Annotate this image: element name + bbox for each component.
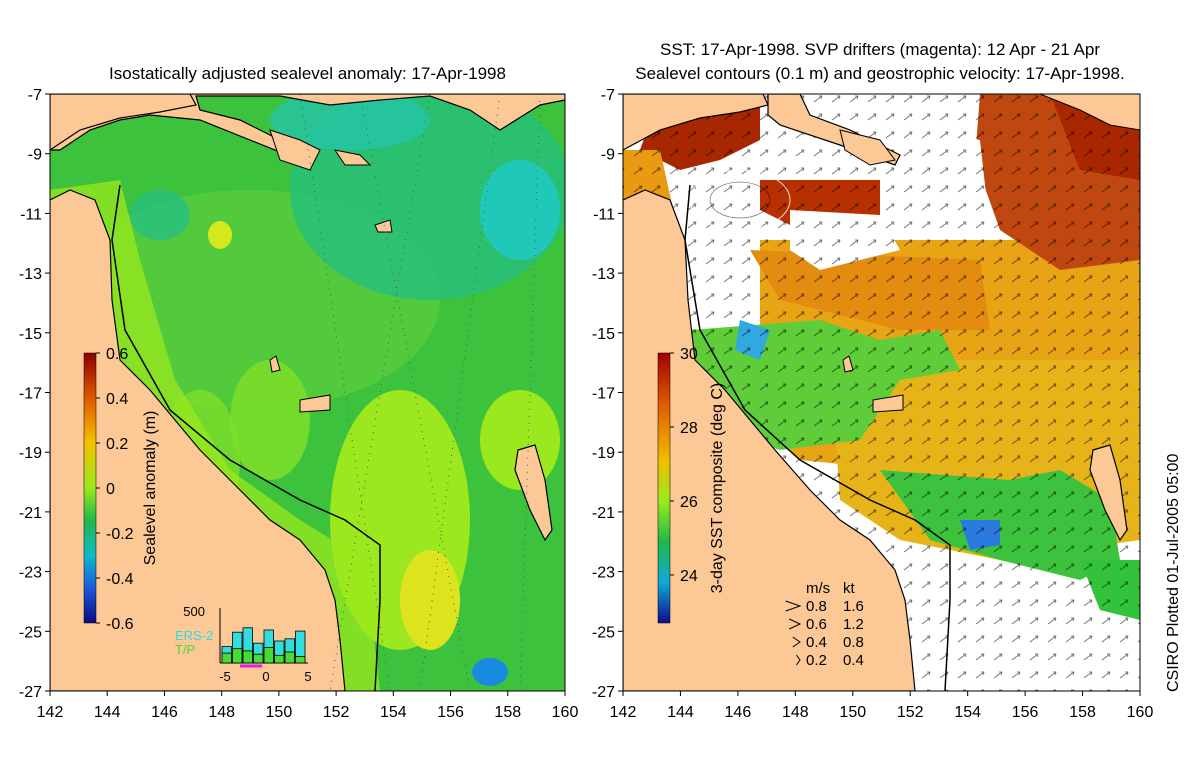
right-lat-tick-label: -11 bbox=[593, 206, 615, 223]
left-lat-tick-label: -19 bbox=[19, 445, 42, 462]
velocity-legend-arrow bbox=[785, 600, 802, 612]
histogram-ymax-label: 500 bbox=[183, 604, 205, 619]
velocity-legend-ms: 0.6 bbox=[806, 616, 827, 633]
right-colorbar-tick: 28 bbox=[680, 420, 698, 437]
left-lon-tick-label: 160 bbox=[552, 704, 579, 721]
right-lon-tick-label: 160 bbox=[1127, 704, 1154, 721]
left-lat-tick-label: -13 bbox=[19, 266, 42, 283]
left-map-panel: 0.6 0.4 0.2 0 -0.2 -0.4 -0.6 Sealevel anomaly … bbox=[19, 87, 579, 721]
velocity-legend-kt: 0.4 bbox=[843, 652, 864, 669]
right-lon-tick-label: 142 bbox=[610, 704, 637, 721]
right-map-panel: 30 28 26 24 3-day SST composite (deg C) m/s… bbox=[592, 87, 1154, 721]
left-lon-tick-label: 142 bbox=[37, 704, 64, 721]
right-lat-tick-label: -25 bbox=[592, 624, 615, 641]
histogram-bar-tp bbox=[253, 653, 264, 664]
right-lon-tick-label: 144 bbox=[667, 704, 694, 721]
right-colorbar-label: 3-day SST composite (deg C) bbox=[709, 383, 726, 593]
velocity-legend-ms: 0.4 bbox=[806, 634, 827, 651]
velocity-legend-arrow bbox=[795, 654, 801, 666]
right-lat-tick-label: -7 bbox=[601, 87, 615, 104]
left-colorbar-tick: 0.6 bbox=[106, 346, 128, 363]
left-lon-tick-label: 148 bbox=[208, 704, 235, 721]
velocity-legend-header-ms: m/s bbox=[806, 580, 830, 597]
histogram-bar-tp bbox=[221, 652, 232, 664]
left-lat-tick-label: -7 bbox=[28, 87, 42, 104]
left-colorbar-tick: 0 bbox=[106, 481, 115, 498]
velocity-legend-kt: 1.2 bbox=[843, 616, 864, 633]
histogram-bar-tp bbox=[284, 651, 295, 664]
histogram-x-tick: 5 bbox=[304, 669, 311, 684]
left-lat-tick-label: -11 bbox=[20, 206, 42, 223]
histogram-bar-tp bbox=[274, 654, 285, 664]
histogram-x-tick: 0 bbox=[262, 669, 269, 684]
left-lat-tick-label: -17 bbox=[19, 386, 42, 403]
histogram-x-tick: -5 bbox=[219, 669, 231, 684]
histogram-bar-tp bbox=[295, 656, 306, 664]
right-lon-tick-label: 148 bbox=[782, 704, 809, 721]
velocity-legend-arrow bbox=[788, 618, 802, 630]
left-lon-tick-label: 150 bbox=[266, 704, 293, 721]
right-lat-tick-label: -23 bbox=[592, 565, 615, 582]
right-colorbar bbox=[657, 352, 671, 624]
left-lat-tick-label: -23 bbox=[19, 565, 42, 582]
right-lat-tick-label: -19 bbox=[592, 445, 615, 462]
plot-credit: CSIRO Plotted 01-Jul-2005 05:00 bbox=[1165, 453, 1182, 692]
left-colorbar-tick: 0.2 bbox=[106, 436, 128, 453]
left-lon-tick-label: 152 bbox=[323, 704, 350, 721]
left-panel-title: Isostatically adjusted sealevel anomaly:… bbox=[109, 64, 506, 83]
right-lon-tick-label: 158 bbox=[1069, 704, 1096, 721]
histogram-inset: 500 -5 0 5 ERS-2 T/P bbox=[175, 604, 312, 684]
left-lat-tick-label: -21 bbox=[19, 505, 42, 522]
right-colorbar-tick: 30 bbox=[680, 346, 698, 363]
left-colorbar-label: Sealevel anomaly (m) bbox=[142, 411, 159, 566]
left-lat-tick-label: -25 bbox=[19, 624, 42, 641]
right-lat-tick-label: -9 bbox=[601, 147, 615, 164]
left-lon-tick-label: 146 bbox=[151, 704, 178, 721]
left-colorbar-tick: -0.2 bbox=[106, 526, 134, 543]
right-colorbar-tick: 24 bbox=[680, 568, 698, 585]
left-colorbar-tick: -0.4 bbox=[106, 571, 134, 588]
left-lon-tick-label: 154 bbox=[380, 704, 407, 721]
histogram-bar-tp bbox=[232, 648, 243, 664]
velocity-legend: m/s kt 0.8 1.60.6 1.20.4 0.80.2 0.4 bbox=[785, 580, 864, 669]
left-colorbar bbox=[83, 352, 97, 624]
velocity-legend-kt: 1.6 bbox=[843, 598, 864, 615]
velocity-legend-header-kt: kt bbox=[843, 580, 856, 597]
right-colorbar-tick: 26 bbox=[680, 494, 698, 511]
velocity-legend-ms: 0.8 bbox=[806, 598, 827, 615]
left-lat-tick-label: -27 bbox=[19, 684, 42, 701]
left-lon-tick-label: 158 bbox=[494, 704, 521, 721]
histogram-bar-tp bbox=[242, 650, 253, 664]
histogram-legend-ers2: ERS-2 bbox=[175, 628, 213, 643]
left-colorbar-tick: -0.6 bbox=[106, 616, 134, 633]
velocity-legend-ms: 0.2 bbox=[806, 652, 827, 669]
right-lat-tick-label: -13 bbox=[592, 266, 615, 283]
velocity-legend-kt: 0.8 bbox=[843, 634, 864, 651]
right-panel-title-line1: SST: 17-Apr-1998. SVP drifters (magenta)… bbox=[659, 40, 1101, 59]
left-lat-tick-label: -9 bbox=[28, 147, 42, 164]
right-lon-tick-label: 152 bbox=[897, 704, 924, 721]
velocity-legend-arrow bbox=[792, 636, 801, 648]
left-lat-tick-label: -15 bbox=[19, 326, 42, 343]
histogram-bar-tp bbox=[263, 647, 274, 664]
right-lat-tick-label: -15 bbox=[592, 326, 615, 343]
left-lon-tick-label: 156 bbox=[437, 704, 464, 721]
right-lon-tick-label: 156 bbox=[1012, 704, 1039, 721]
right-lon-tick-label: 154 bbox=[954, 704, 981, 721]
left-colorbar-tick: 0.4 bbox=[106, 391, 128, 408]
right-lon-tick-label: 150 bbox=[839, 704, 866, 721]
right-lat-tick-label: -27 bbox=[592, 684, 615, 701]
right-lon-tick-label: 146 bbox=[725, 704, 752, 721]
histogram-legend-tp: T/P bbox=[175, 642, 195, 657]
right-panel-title-line2: Sealevel contours (0.1 m) and geostrophi… bbox=[635, 64, 1125, 83]
right-lat-tick-label: -21 bbox=[592, 505, 615, 522]
left-lon-tick-label: 144 bbox=[94, 704, 121, 721]
right-lat-tick-label: -17 bbox=[592, 386, 615, 403]
